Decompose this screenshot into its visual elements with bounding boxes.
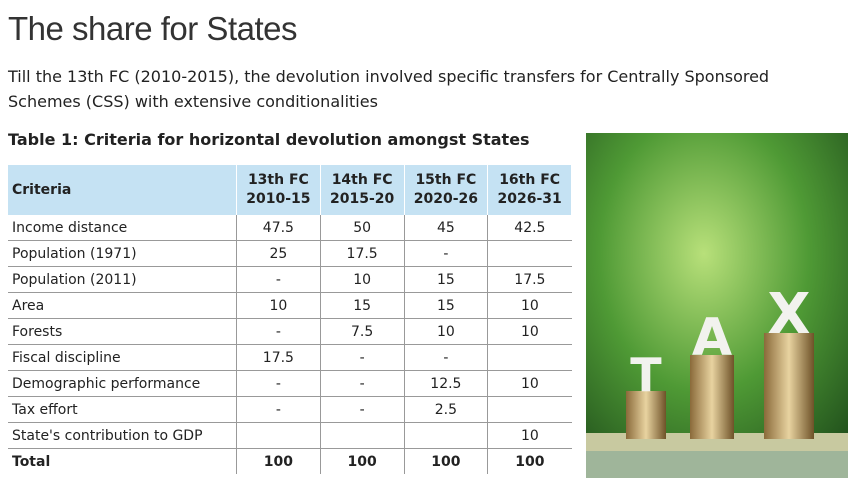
table-cell: 100 bbox=[515, 453, 545, 470]
table-cell: State's contribution to GDP bbox=[8, 422, 237, 449]
table-cell: 47.5 bbox=[236, 215, 321, 241]
table-cell: Fiscal discipline bbox=[8, 344, 237, 371]
table-cell: 15 bbox=[404, 266, 489, 293]
photo-letter: X bbox=[767, 282, 810, 347]
column-label: 13th FC bbox=[247, 172, 309, 188]
table-row: Forests -7.5 10 10 bbox=[8, 318, 572, 345]
table-cell: 10 bbox=[487, 292, 572, 319]
header-cell: 16th FC 2026-31 bbox=[487, 165, 572, 215]
table-cell: 10 bbox=[487, 422, 572, 449]
table-cell: 10 bbox=[404, 318, 489, 345]
table-cell: 15 bbox=[320, 292, 405, 319]
table-cell: - bbox=[236, 396, 321, 423]
table-cell: - bbox=[320, 396, 405, 423]
table-cell: - bbox=[236, 318, 321, 345]
table-row: Demographic performance - -12.5 10 bbox=[8, 370, 572, 397]
column-period: 2020-26 bbox=[413, 191, 478, 207]
column-label: 16th FC bbox=[499, 172, 561, 188]
table-cell: 2.5 bbox=[404, 396, 489, 423]
table-row: Population (1971) 25 17.5- bbox=[8, 240, 572, 267]
table-row: Area 10 15 15 10 bbox=[8, 292, 572, 319]
table-row: State's contribution to GDP 10 bbox=[8, 422, 572, 449]
title: The share for States bbox=[8, 10, 297, 47]
table-cell: 10 bbox=[236, 292, 321, 319]
table-cell: - bbox=[320, 370, 405, 397]
table-row: Tax effort - -2.5 bbox=[8, 396, 572, 423]
empty-cell bbox=[487, 396, 572, 423]
table-cell: 100 bbox=[320, 448, 405, 474]
subtitle: Till the 13th FC (2010-2015), the devolu… bbox=[8, 67, 770, 111]
table-cell: 50 bbox=[320, 215, 405, 241]
table-cell: Tax effort bbox=[8, 396, 237, 423]
table-cell: - bbox=[404, 240, 489, 267]
tax-photo: TA X bbox=[586, 133, 848, 478]
table-cell: 17.5 bbox=[236, 344, 321, 371]
header-cell: 14th FC 2015-20 bbox=[320, 165, 405, 215]
table-cell: 10 bbox=[487, 318, 572, 345]
table-cell: Population (1971) bbox=[8, 240, 237, 267]
table-row: Total 100 100 100 100 bbox=[8, 448, 572, 474]
header-cell: 15th FC 2020-26 bbox=[404, 165, 489, 215]
table-cell: 15 bbox=[404, 292, 489, 319]
table-cell: - bbox=[236, 266, 321, 293]
header-cell: Criteria bbox=[8, 165, 237, 215]
table-cell: 7.5 bbox=[320, 318, 405, 345]
table-caption: Table 1: Criteria for horizontal devolut… bbox=[8, 130, 530, 149]
table-cell: Forests bbox=[8, 318, 237, 345]
empty-cell bbox=[404, 422, 489, 449]
table-cell: - bbox=[320, 344, 405, 371]
table-cell: Income distance bbox=[8, 215, 237, 241]
empty-cell bbox=[487, 344, 572, 371]
column-label: 15th FC bbox=[415, 172, 477, 188]
table-row: Fiscal discipline 17.5- - bbox=[8, 344, 572, 371]
header-cell: 13th FC 2010-15 bbox=[236, 165, 321, 215]
empty-cell bbox=[320, 422, 405, 449]
empty-cell bbox=[487, 240, 572, 267]
column-period: 2026-31 bbox=[497, 191, 562, 207]
photo-letter: A bbox=[692, 308, 732, 368]
table-cell: - bbox=[404, 344, 489, 371]
table-cell: 25 bbox=[236, 240, 321, 267]
table-cell: - bbox=[236, 370, 321, 397]
table-cell: 100 bbox=[404, 448, 489, 474]
table-cell: 45 bbox=[404, 215, 489, 241]
table: Criteria 13th FC 2010-15 14th FC 2015-20 15th… bbox=[8, 165, 572, 474]
table-cell: 12.5 bbox=[404, 370, 489, 397]
table-cell: Total bbox=[8, 448, 237, 474]
table-row: Income distance 47.5 50 45 42.5 bbox=[8, 215, 572, 241]
table-cell: 10 bbox=[487, 370, 572, 397]
table-cell: 100 bbox=[236, 448, 321, 474]
table-cell: Demographic performance bbox=[8, 370, 237, 397]
table-cell: 42.5 bbox=[487, 215, 572, 241]
table-cell: Area bbox=[8, 292, 237, 319]
table-cell: Population (2011) bbox=[8, 266, 237, 293]
column-period: 2010-15 bbox=[246, 191, 311, 207]
table-cell: 10 bbox=[320, 266, 405, 293]
table-cell: 17.5 bbox=[487, 266, 572, 293]
photo-letter: T bbox=[630, 348, 662, 402]
empty-cell bbox=[236, 422, 321, 449]
table-cell: 17.5 bbox=[320, 240, 405, 267]
column-period: 2015-20 bbox=[329, 191, 395, 207]
column-label: 14th FC bbox=[331, 172, 393, 188]
table-row: Population (2011) -10 15 17.5 bbox=[8, 266, 572, 293]
